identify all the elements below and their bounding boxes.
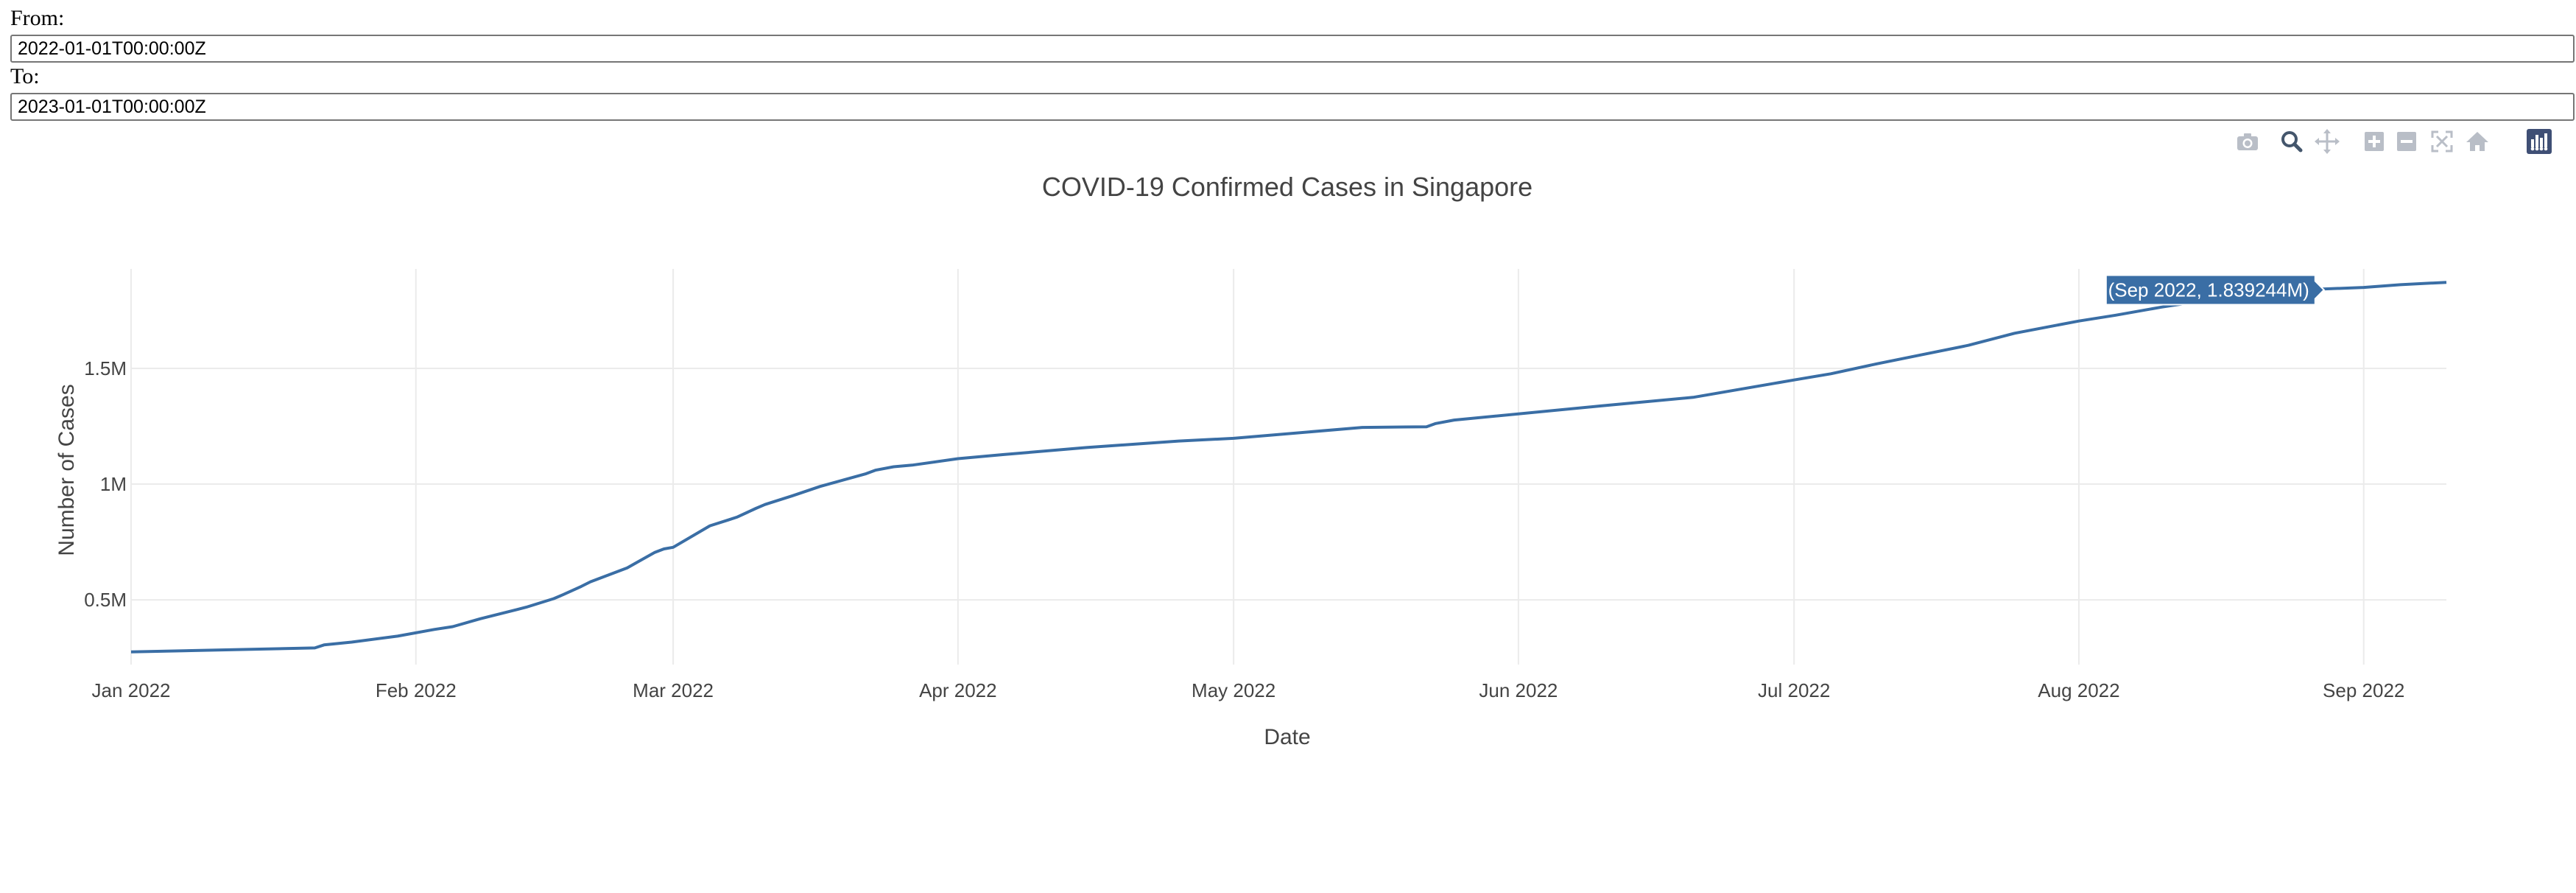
from-label: From:	[10, 6, 65, 30]
y-tick-label: 1.5M	[84, 357, 127, 379]
x-tick-label: Jan 2022	[92, 679, 171, 701]
pan-icon[interactable]	[2311, 127, 2343, 156]
x-axis-label: Date	[1264, 725, 1310, 749]
x-tick-label: Mar 2022	[633, 679, 714, 701]
zoom-out-icon[interactable]	[2390, 127, 2423, 156]
hover-box	[2105, 274, 2326, 306]
line-chart: COVID-19 Confirmed Cases in Singapore Ja…	[54, 172, 2447, 749]
x-tick-label: Sep 2022	[2323, 679, 2404, 701]
zoom-icon[interactable]	[2276, 127, 2308, 156]
to-date-input[interactable]	[10, 93, 2575, 121]
series-line	[130, 281, 2447, 654]
x-tick-label: Apr 2022	[919, 679, 997, 701]
y-tick-label: 0.5M	[84, 589, 127, 611]
camera-icon[interactable]	[2231, 127, 2264, 156]
x-tick-label: Aug 2022	[2038, 679, 2119, 701]
plotly-logo-icon[interactable]	[2523, 127, 2555, 156]
hover-tooltip: (Sep 2022, 1.839244M)	[2105, 274, 2326, 306]
x-tick-label: May 2022	[1192, 679, 1275, 701]
y-axis-ticks: 0.5M 1M 1.5M	[84, 357, 127, 611]
modebar	[2231, 127, 2570, 156]
x-tick-label: Jun 2022	[1479, 679, 1558, 701]
x-tick-label: Feb 2022	[376, 679, 457, 701]
to-label: To:	[10, 64, 40, 88]
x-tick-label: Jul 2022	[1758, 679, 1830, 701]
y-tick-label: 1M	[100, 473, 127, 495]
gridlines	[130, 269, 2446, 665]
y-axis-label: Number of Cases	[54, 384, 79, 556]
zoom-in-icon[interactable]	[2358, 127, 2390, 156]
home-icon[interactable]	[2461, 127, 2494, 156]
chart-title: COVID-19 Confirmed Cases in Singapore	[1042, 172, 1532, 202]
x-axis-ticks: Jan 2022 Feb 2022 Mar 2022 Apr 2022 May 2022…	[92, 679, 2405, 701]
autoscale-icon[interactable]	[2426, 127, 2458, 156]
from-date-input[interactable]	[10, 35, 2575, 63]
hover-label: (Sep 2022, 1.839244M)	[2108, 279, 2309, 301]
